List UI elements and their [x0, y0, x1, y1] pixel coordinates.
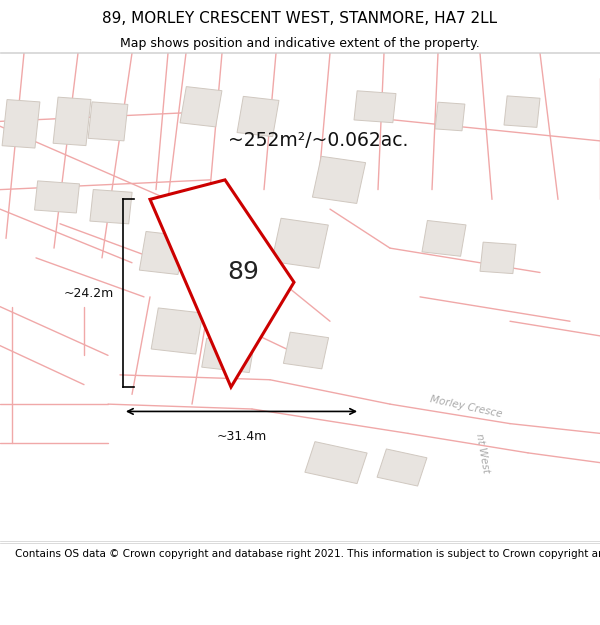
Text: 89: 89 — [227, 260, 259, 284]
Polygon shape — [377, 449, 427, 486]
Text: 89, MORLEY CRESCENT WEST, STANMORE, HA7 2LL: 89, MORLEY CRESCENT WEST, STANMORE, HA7 … — [103, 11, 497, 26]
Polygon shape — [283, 332, 329, 369]
Polygon shape — [504, 96, 540, 128]
Polygon shape — [272, 218, 328, 268]
Polygon shape — [151, 308, 203, 354]
Text: Contains OS data © Crown copyright and database right 2021. This information is : Contains OS data © Crown copyright and d… — [15, 549, 600, 559]
Polygon shape — [2, 99, 40, 148]
Polygon shape — [237, 96, 279, 137]
Polygon shape — [202, 338, 254, 372]
Polygon shape — [90, 189, 132, 224]
Text: Map shows position and indicative extent of the property.: Map shows position and indicative extent… — [120, 38, 480, 50]
Text: ~252m²/~0.062ac.: ~252m²/~0.062ac. — [228, 131, 409, 151]
Polygon shape — [35, 181, 79, 213]
Polygon shape — [354, 91, 396, 123]
Polygon shape — [139, 231, 185, 274]
Text: Morley Cresce: Morley Cresce — [429, 394, 503, 419]
Polygon shape — [435, 102, 465, 131]
Polygon shape — [150, 180, 294, 387]
Polygon shape — [180, 87, 222, 127]
Polygon shape — [305, 442, 367, 484]
Polygon shape — [88, 102, 128, 141]
Text: ~24.2m: ~24.2m — [64, 287, 114, 300]
Polygon shape — [53, 97, 91, 146]
Polygon shape — [422, 221, 466, 256]
Polygon shape — [480, 242, 516, 274]
Text: nt West: nt West — [474, 432, 491, 474]
Text: ~31.4m: ~31.4m — [217, 430, 266, 443]
Polygon shape — [313, 156, 365, 204]
